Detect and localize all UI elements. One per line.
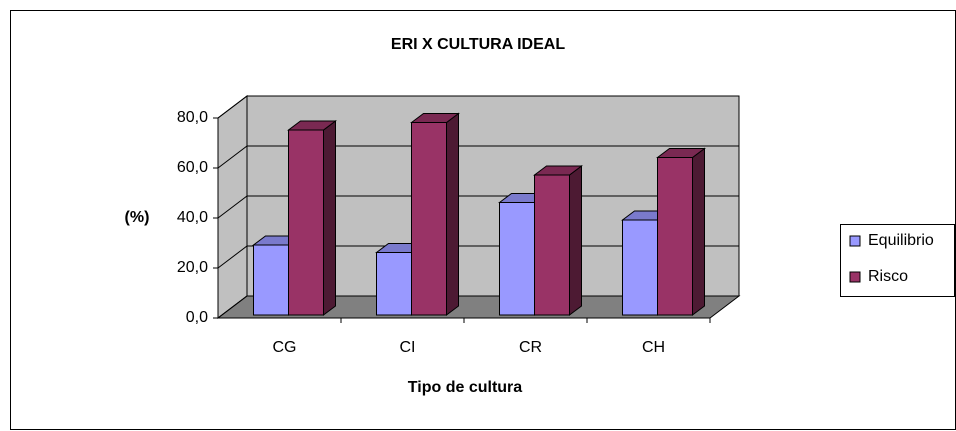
bar [410, 112, 460, 316]
grid-line [217, 145, 739, 169]
grid-line [217, 95, 739, 119]
legend-swatch [849, 271, 861, 283]
bar-face [253, 244, 289, 316]
bar-face [376, 252, 412, 316]
bar [533, 165, 583, 316]
x-tick-label: CR [519, 339, 542, 356]
y-tick-label: 20,0 [177, 259, 208, 276]
bar-face [411, 122, 447, 316]
x-tick-label: CI [400, 339, 416, 356]
bar-face [499, 202, 535, 316]
y-tick-label: 0,0 [186, 309, 208, 326]
x-tick-label: CH [642, 339, 665, 356]
legend-swatch [849, 235, 861, 247]
legend-label: Risco [868, 268, 908, 285]
y-tick-label: 40,0 [177, 209, 208, 226]
bar-face [446, 112, 459, 316]
bar [287, 120, 337, 316]
y-tick-label: 80,0 [177, 109, 208, 126]
y-tick-label: 60,0 [177, 159, 208, 176]
legend-label: Equilibrio [868, 232, 934, 249]
bar-face [622, 219, 658, 316]
bar-face [323, 120, 336, 316]
bar-face [534, 174, 570, 316]
y-axis-label: (%) [125, 209, 150, 226]
bar-face [569, 165, 582, 316]
chart-title: ERI X CULTURA IDEAL [391, 36, 565, 53]
bar [656, 147, 706, 316]
x-tick-label: CG [273, 339, 297, 356]
bar-face [288, 129, 324, 316]
x-axis-label: Tipo de cultura [408, 379, 522, 396]
bar-face [692, 147, 705, 316]
bar-face [657, 157, 693, 316]
